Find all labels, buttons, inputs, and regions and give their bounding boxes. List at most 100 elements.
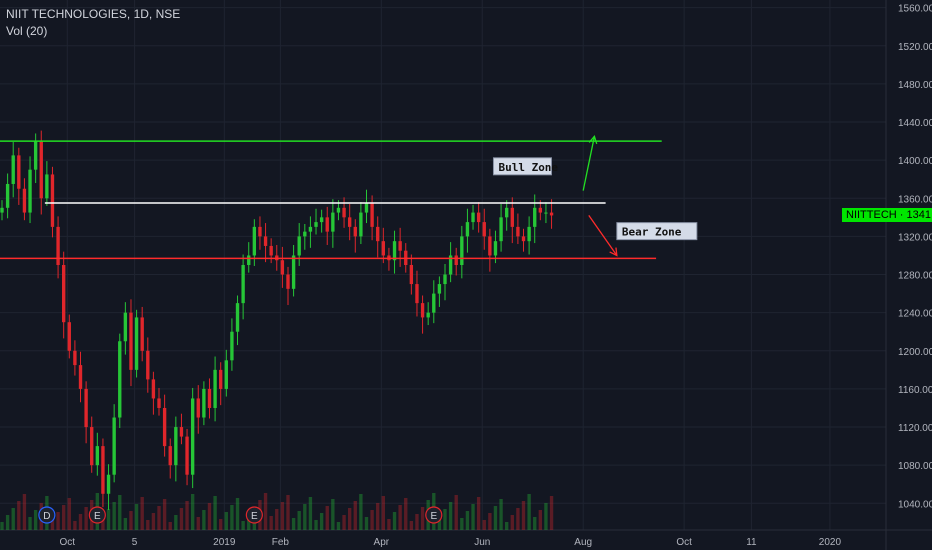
- event-marker: [425, 506, 443, 524]
- candle-body: [549, 212, 554, 216]
- candle-body: [157, 398, 161, 408]
- candle-body: [471, 212, 475, 223]
- y-tick-label: 1040.00: [898, 499, 932, 510]
- x-tick-label: 2020: [819, 537, 842, 548]
- volume-bar: [196, 517, 200, 530]
- volume-bar: [62, 505, 66, 530]
- volume-bar: [510, 515, 514, 530]
- candle-body: [392, 241, 397, 261]
- volume-bar: [342, 515, 346, 530]
- candle-body: [325, 217, 329, 232]
- candle-body: [11, 155, 15, 184]
- candle-body: [336, 207, 341, 213]
- volume-bar: [314, 520, 318, 530]
- volume-bar: [376, 503, 380, 530]
- x-tick-label: 2019: [213, 537, 236, 548]
- volume-bar: [476, 497, 481, 530]
- candle-body: [67, 322, 71, 351]
- candle-body: [101, 446, 105, 494]
- candle-body: [5, 183, 10, 208]
- volume-bar: [538, 510, 543, 530]
- x-tick-label: Apr: [374, 537, 390, 548]
- candle-body: [319, 217, 324, 223]
- candle-body: [314, 222, 318, 227]
- volume-bar: [549, 496, 554, 530]
- candle-body: [533, 207, 537, 227]
- bear-zone-label: Bear Zone: [622, 226, 682, 239]
- volume-bar: [106, 509, 111, 530]
- candle-body: [129, 312, 133, 370]
- candle-body: [544, 212, 548, 214]
- volume-bar: [392, 512, 397, 530]
- volume-bar: [168, 522, 172, 530]
- volume-bar: [123, 518, 128, 530]
- candle-body: [196, 398, 200, 418]
- volume-bar: [303, 504, 307, 530]
- volume-bar: [364, 517, 369, 530]
- candle-body: [280, 260, 285, 275]
- volume-bar: [443, 509, 447, 530]
- volume-bar: [179, 508, 184, 530]
- candle-body: [90, 427, 94, 466]
- candle-body: [376, 226, 380, 242]
- candle-body: [286, 274, 290, 289]
- volume-bar: [493, 506, 498, 530]
- y-tick-label: 1240.00: [898, 309, 932, 320]
- candle-body: [381, 241, 385, 256]
- volume-bar: [275, 509, 279, 530]
- volume-bar: [499, 499, 503, 530]
- candle-body: [50, 174, 55, 227]
- volume-bar: [140, 497, 144, 530]
- candle-body: [162, 407, 167, 447]
- x-tick-label: Oct: [60, 537, 76, 548]
- volume-bar: [286, 495, 290, 530]
- candle-body: [476, 212, 481, 223]
- candle-body: [213, 369, 217, 408]
- chart-legend: NIIT TECHNOLOGIES, 1D, NSE Vol (20): [6, 6, 180, 40]
- volume-bar: [521, 501, 526, 530]
- candle-body: [347, 217, 352, 227]
- volume-bar: [359, 494, 363, 530]
- candle-body: [95, 446, 100, 466]
- volume-bar: [398, 505, 402, 530]
- volume-bar: [151, 513, 156, 530]
- y-tick-label: 1520.00: [898, 42, 932, 53]
- volume-bar: [84, 507, 88, 530]
- volume-bar: [409, 521, 414, 530]
- volume-bar: [78, 514, 83, 530]
- volume-bar: [516, 508, 520, 530]
- y-tick-label: 1320.00: [898, 232, 932, 243]
- volume-bar: [56, 512, 60, 530]
- y-tick-label: 1440.00: [898, 118, 932, 129]
- volume-bar: [202, 510, 206, 530]
- symbol-title[interactable]: NIIT TECHNOLOGIES, 1D, NSE: [6, 7, 181, 21]
- candle-body: [224, 360, 228, 389]
- volume-bar: [112, 502, 116, 530]
- candle-body: [112, 417, 116, 475]
- zone-arrow-head: [588, 134, 598, 145]
- candle-body: [202, 388, 206, 418]
- y-tick-label: 1360.00: [898, 194, 932, 205]
- candle-body: [521, 236, 526, 242]
- volume-bar: [230, 505, 234, 530]
- volume-bar: [162, 499, 167, 530]
- volume-bar: [17, 501, 21, 530]
- candle-body: [370, 203, 374, 227]
- candle-body: [291, 255, 296, 289]
- y-tick-label: 1120.00: [898, 423, 932, 434]
- volume-bar: [381, 496, 385, 530]
- candle-body: [409, 265, 414, 285]
- volume-indicator-label[interactable]: Vol (20): [6, 24, 48, 38]
- candle-body: [308, 226, 313, 232]
- candle-body: [353, 226, 357, 237]
- volume-bar: [544, 503, 548, 530]
- candle-body: [151, 379, 156, 399]
- zone-arrow: [582, 136, 596, 191]
- volume-bar: [241, 521, 245, 530]
- volume-bar: [533, 517, 537, 530]
- volume-bar: [134, 504, 139, 530]
- candle-body: [493, 241, 498, 256]
- candle-body: [174, 427, 178, 466]
- volume-bar: [454, 495, 458, 530]
